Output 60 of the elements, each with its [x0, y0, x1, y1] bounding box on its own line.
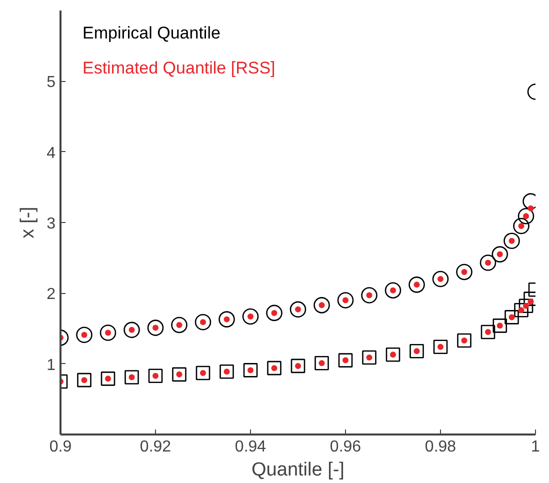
point	[504, 310, 519, 324]
point	[218, 311, 235, 328]
point	[504, 232, 520, 250]
point	[77, 372, 92, 388]
point	[432, 270, 449, 288]
point	[100, 324, 116, 341]
point	[220, 364, 234, 379]
y-axis-title: x [-]	[18, 206, 39, 238]
x-axis-title: Quantile [-]	[252, 460, 344, 480]
y-tick-label: 3	[46, 216, 56, 232]
point	[148, 368, 163, 383]
x-tick-label: 0.96	[330, 438, 362, 456]
point	[528, 205, 534, 212]
point	[480, 324, 496, 340]
x-tick-label: 0.98	[424, 438, 456, 456]
point	[361, 287, 378, 304]
point	[513, 218, 530, 234]
point	[492, 246, 508, 262]
point	[456, 264, 472, 280]
point	[337, 292, 354, 308]
point	[314, 297, 330, 314]
point	[480, 254, 496, 271]
point	[314, 356, 329, 370]
point	[384, 282, 402, 298]
point	[172, 367, 186, 382]
point	[196, 366, 210, 380]
x-tick-label: 0.9	[49, 438, 72, 456]
point	[124, 370, 139, 384]
point	[518, 208, 534, 224]
point	[243, 363, 258, 378]
y-tick-label: 4	[46, 144, 56, 162]
point	[194, 314, 212, 330]
x-tick-label: 0.92	[140, 438, 172, 456]
point	[338, 353, 353, 368]
point	[492, 318, 508, 333]
text: Estimated Quantile [RSS]	[82, 58, 276, 78]
point	[171, 316, 188, 334]
point	[242, 308, 259, 325]
point	[433, 340, 448, 354]
point	[386, 347, 400, 362]
point	[362, 350, 376, 365]
point	[518, 298, 534, 314]
point	[76, 326, 92, 343]
y-tick-label: 2	[46, 286, 56, 304]
point	[514, 302, 528, 318]
point	[290, 358, 306, 374]
point	[290, 301, 306, 318]
point	[408, 276, 425, 293]
x-tick-label: 0.94	[234, 438, 266, 456]
y-tick-label: 5	[46, 74, 56, 92]
point	[100, 372, 116, 386]
point	[410, 344, 424, 358]
y-tick-label: 1	[46, 356, 56, 374]
point	[124, 322, 140, 338]
point	[266, 304, 282, 322]
point	[147, 320, 164, 336]
text: Empirical Quantile	[82, 23, 220, 42]
point	[267, 360, 282, 376]
x-tick-label: 1	[531, 438, 540, 456]
point	[457, 333, 472, 348]
